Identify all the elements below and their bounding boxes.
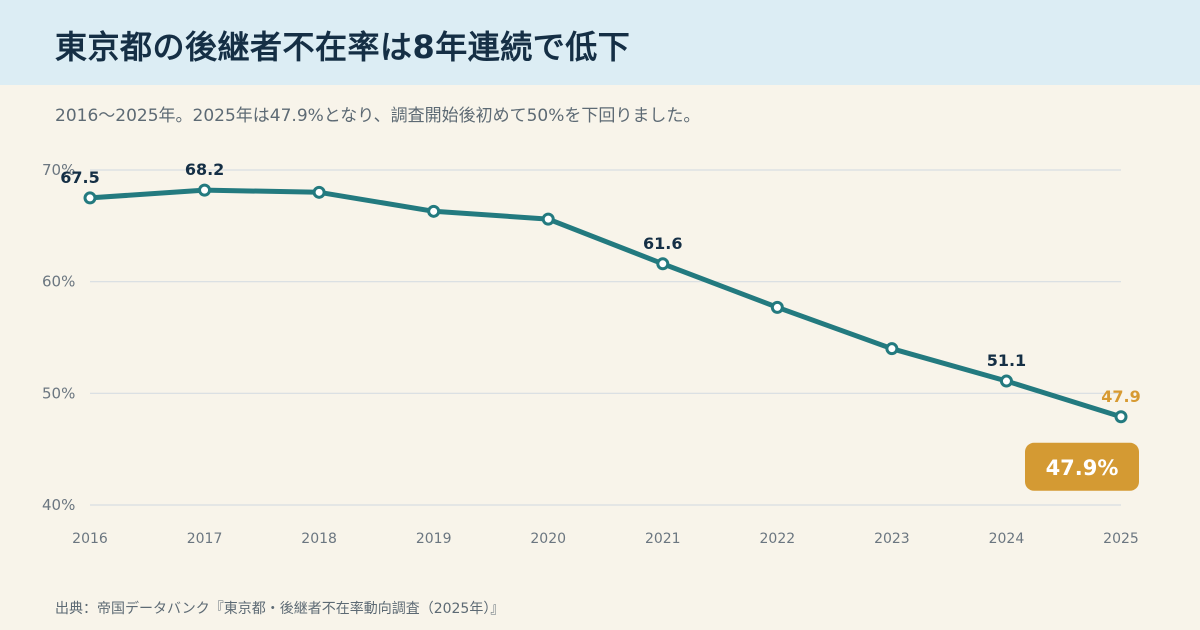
data-point [541, 212, 555, 226]
y-tick-label: 40% [42, 496, 75, 514]
page-title: 東京都の後継者不在率は8年連続で低下 [55, 28, 631, 66]
x-tick-label: 2019 [416, 531, 452, 547]
data-point [656, 257, 670, 271]
data-point [83, 191, 97, 205]
data-label: 51.1 [987, 351, 1026, 370]
series-line [87, 187, 1124, 420]
data-point [885, 342, 899, 356]
y-tick-label: 60% [42, 273, 75, 291]
data-point [198, 183, 212, 197]
y-tick-label: 50% [42, 384, 75, 402]
x-tick-label: 2021 [645, 531, 681, 547]
x-tick-label: 2016 [72, 531, 108, 547]
data-point [770, 300, 784, 314]
data-point [427, 204, 441, 218]
data-point [1114, 410, 1128, 424]
x-tick-label: 2023 [874, 531, 910, 547]
x-tick-label: 2022 [760, 531, 796, 547]
data-label: 61.6 [643, 234, 682, 253]
x-tick-label: 2018 [301, 531, 337, 547]
data-point [999, 374, 1013, 388]
header-banner: 東京都の後継者不在率は8年連続で低下 [0, 0, 1200, 85]
chart-subtitle: 2016〜2025年。2025年は47.9%となり、調査開始後初めて50%を下回… [55, 106, 701, 126]
data-label: 68.2 [185, 160, 224, 179]
source-note: 出典：帝国データバンク『東京都・後継者不在率動向調査（2025年）』 [55, 601, 505, 617]
x-tick-label: 2024 [989, 531, 1025, 547]
data-label: 47.9 [1101, 387, 1140, 406]
x-tick-label: 2017 [187, 531, 223, 547]
data-label: 67.5 [60, 168, 99, 187]
x-tick-label: 2020 [530, 531, 566, 547]
x-tick-label: 2025 [1103, 531, 1139, 547]
y-tick-label: 70% [42, 161, 75, 179]
data-point [312, 185, 326, 199]
callout-badge [1025, 442, 1139, 491]
callout-badge-label: 47.9% [1046, 456, 1119, 480]
